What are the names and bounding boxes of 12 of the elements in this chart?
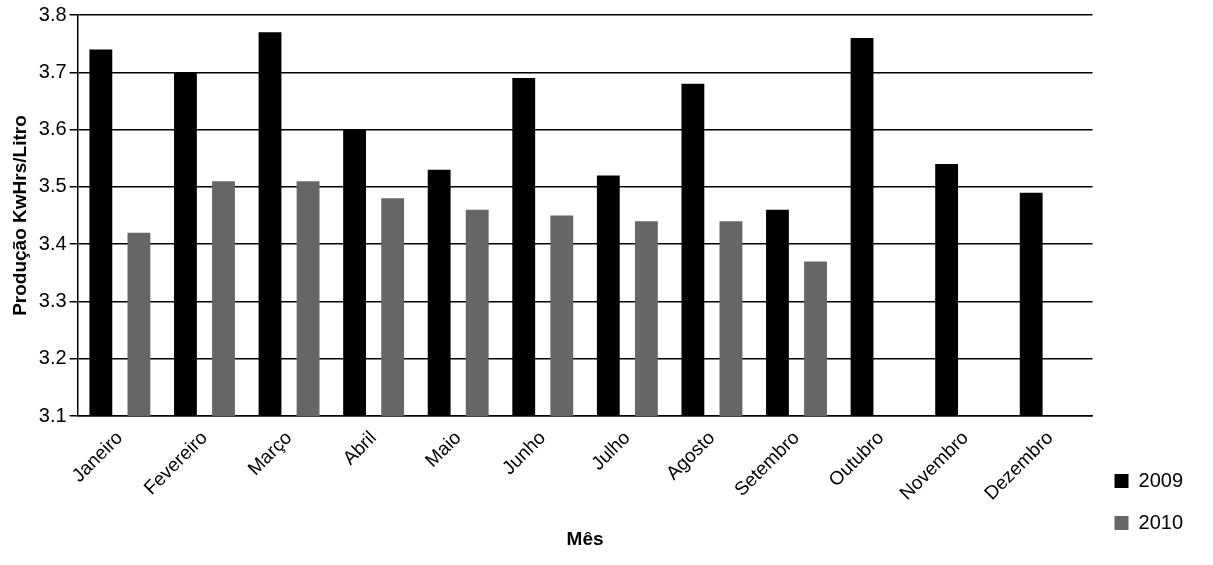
y-tick-label: 3.3 [38, 289, 67, 312]
y-tick-label: 3.5 [38, 174, 67, 197]
legend-label: 2010 [1138, 510, 1184, 533]
legend-label: 2009 [1138, 468, 1184, 491]
y-tick-label: 3.8 [38, 2, 67, 25]
y-axis-title: Produção KwHrs/Litro [8, 115, 30, 316]
y-tick-label: 3.1 [38, 403, 67, 426]
y-tick-label: 3.7 [38, 59, 67, 82]
y-tick-label: 3.6 [38, 117, 67, 140]
x-axis-title: Mês [566, 527, 604, 549]
y-tick-label: 3.4 [38, 231, 67, 254]
y-tick-label: 3.2 [38, 346, 67, 369]
